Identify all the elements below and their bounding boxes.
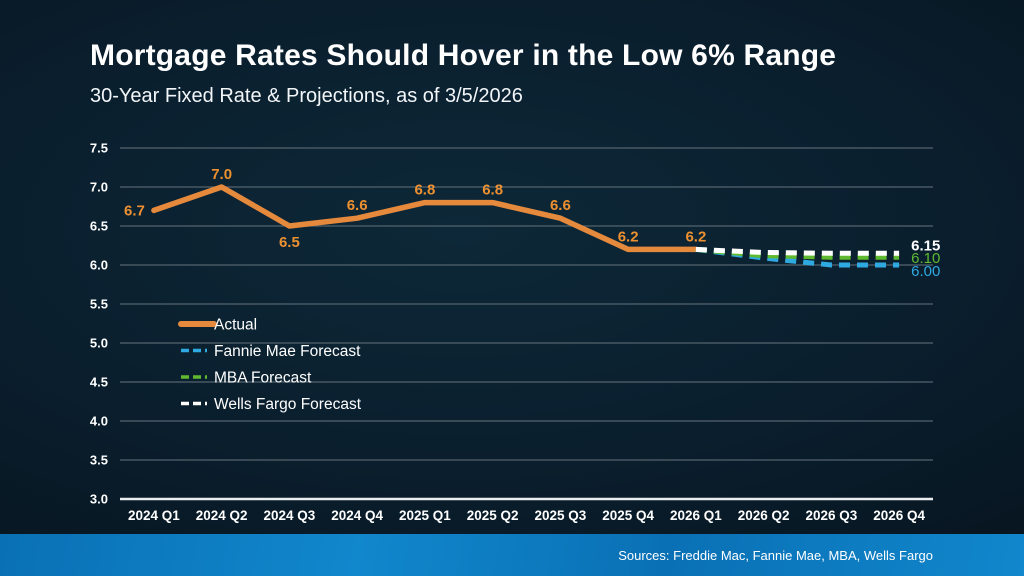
x-tick-label: 2024 Q1 <box>128 508 180 523</box>
x-tick-label: 2026 Q1 <box>670 508 722 523</box>
wells-fargo-forecast-line <box>695 246 900 256</box>
y-tick-label: 7.5 <box>90 141 108 156</box>
y-tick-label: 3.0 <box>90 492 108 507</box>
fannie-mae-forecast-end-label: 6.00 <box>911 263 940 280</box>
actual-point-label: 6.2 <box>618 228 639 245</box>
fannie-mae-forecast-line <box>695 246 900 268</box>
x-tick-label: 2024 Q3 <box>263 508 315 523</box>
actual-point-label: 6.8 <box>482 182 503 199</box>
page-subtitle: 30-Year Fixed Rate & Projections, as of … <box>90 85 523 107</box>
y-tick-label: 4.5 <box>90 375 108 390</box>
legend-label: MBA Forecast <box>214 370 312 387</box>
footer-band: Sources: Freddie Mac, Fannie Mae, MBA, W… <box>0 534 1024 576</box>
actual-point-label: 7.0 <box>211 166 232 183</box>
y-tick-label: 6.0 <box>90 258 108 273</box>
x-tick-label: 2024 Q4 <box>331 508 383 523</box>
x-tick-label: 2025 Q4 <box>602 508 654 523</box>
x-tick-label: 2026 Q4 <box>873 508 925 523</box>
page-title: Mortgage Rates Should Hover in the Low 6… <box>90 39 837 72</box>
actual-point-label: 6.7 <box>124 202 145 219</box>
x-tick-label: 2026 Q2 <box>738 508 790 523</box>
y-tick-label: 5.5 <box>90 297 108 312</box>
x-tick-label: 2024 Q2 <box>196 508 248 523</box>
actual-point-label: 6.6 <box>550 197 571 214</box>
y-tick-label: 5.0 <box>90 336 108 351</box>
actual-point-label: 6.6 <box>347 197 368 214</box>
x-tick-label: 2025 Q1 <box>399 508 451 523</box>
legend-label: Actual <box>214 317 257 334</box>
actual-point-label: 6.8 <box>414 182 435 199</box>
legend-label: Wells Fargo Forecast <box>214 396 362 413</box>
y-tick-label: 6.5 <box>90 219 108 234</box>
actual-line <box>151 184 699 253</box>
x-tick-label: 2026 Q3 <box>805 508 857 523</box>
mba-forecast-end-label: 6.10 <box>911 250 940 267</box>
actual-point-label: 6.2 <box>685 228 706 245</box>
wells-fargo-forecast-end-label: 6.15 <box>911 237 940 254</box>
mba-forecast-line <box>695 246 900 260</box>
x-tick-label: 2025 Q3 <box>534 508 586 523</box>
y-tick-label: 3.5 <box>90 453 108 468</box>
y-tick-label: 4.0 <box>90 414 108 429</box>
sources-text: Sources: Freddie Mac, Fannie Mae, MBA, W… <box>618 547 933 563</box>
legend-label: Fannie Mae Forecast <box>214 343 361 360</box>
y-tick-label: 7.0 <box>90 180 108 195</box>
actual-point-label: 6.5 <box>279 234 300 251</box>
x-tick-label: 2025 Q2 <box>467 508 519 523</box>
